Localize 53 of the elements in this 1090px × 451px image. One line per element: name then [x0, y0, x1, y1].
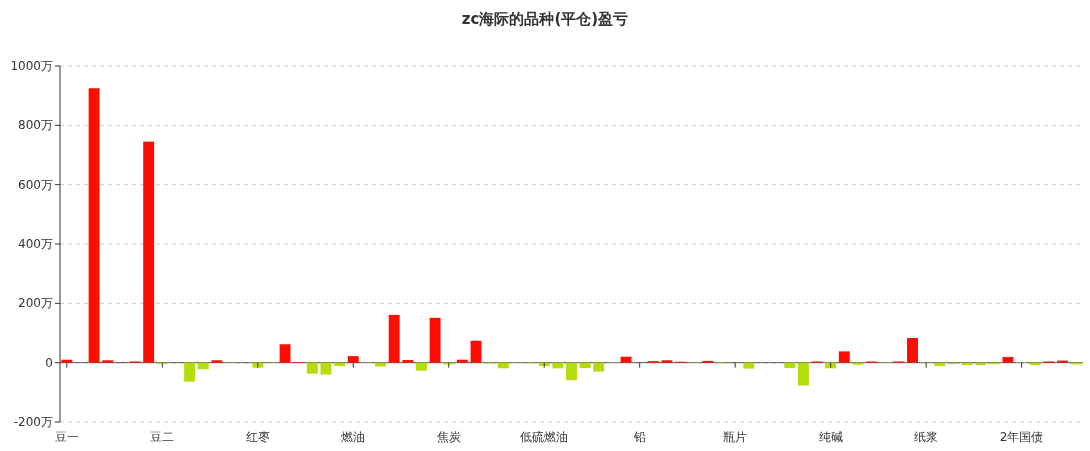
- bar: [211, 360, 223, 363]
- bar: [375, 362, 386, 367]
- x-tick-label: 瓶片: [723, 430, 748, 444]
- bar: [456, 359, 468, 363]
- chart-title: zc海际的品种(平仓)盈亏: [461, 10, 629, 28]
- bar: [566, 362, 577, 381]
- bar: [61, 359, 73, 363]
- x-tick-label: 豆一: [54, 430, 79, 444]
- x-tick-label: 2年国债: [999, 430, 1044, 444]
- bar: [416, 362, 427, 371]
- x-tick-label: 铅: [632, 430, 646, 444]
- bar: [388, 314, 400, 363]
- bar: [197, 362, 209, 370]
- x-tick-label: 纯碱: [818, 430, 843, 444]
- y-tick-label: 600万: [18, 177, 53, 192]
- y-tick-label: -200万: [13, 415, 53, 429]
- x-tick-label: 纸浆: [914, 430, 939, 444]
- bar: [347, 356, 359, 363]
- bar: [279, 344, 291, 363]
- bar: [402, 360, 414, 363]
- bar: [838, 351, 850, 363]
- bar: [797, 362, 809, 386]
- y-tick-label: 1000万: [10, 59, 53, 73]
- x-tick-label: 焦炭: [436, 430, 461, 444]
- bar: [620, 356, 632, 363]
- bar: [852, 362, 864, 365]
- bar: [252, 362, 264, 368]
- x-tick-label: 低硫燃油: [520, 430, 569, 444]
- bar: [320, 362, 332, 375]
- x-tick-label: 豆二: [150, 430, 175, 444]
- x-tick-label: 燃油: [341, 430, 366, 444]
- bar: [907, 338, 918, 363]
- bar: [1057, 360, 1068, 363]
- bar: [661, 360, 673, 363]
- bar: [102, 360, 114, 363]
- y-tick-label: 400万: [18, 237, 53, 251]
- bar: [470, 340, 482, 363]
- bar: [593, 362, 605, 372]
- y-tick-label: 800万: [18, 118, 53, 133]
- bar: [334, 362, 346, 366]
- bar: [784, 362, 796, 369]
- bar: [88, 88, 100, 363]
- bar: [184, 362, 196, 382]
- x-tick-label: 红枣: [245, 430, 270, 444]
- y-tick-label: 0: [45, 355, 53, 370]
- bar: [1002, 357, 1014, 363]
- bar: [306, 362, 318, 374]
- bar: [429, 317, 441, 363]
- y-tick-label: 200万: [18, 296, 53, 311]
- bar: [579, 362, 591, 369]
- bar: [743, 362, 755, 369]
- bar: [143, 141, 155, 363]
- bar: [934, 362, 946, 366]
